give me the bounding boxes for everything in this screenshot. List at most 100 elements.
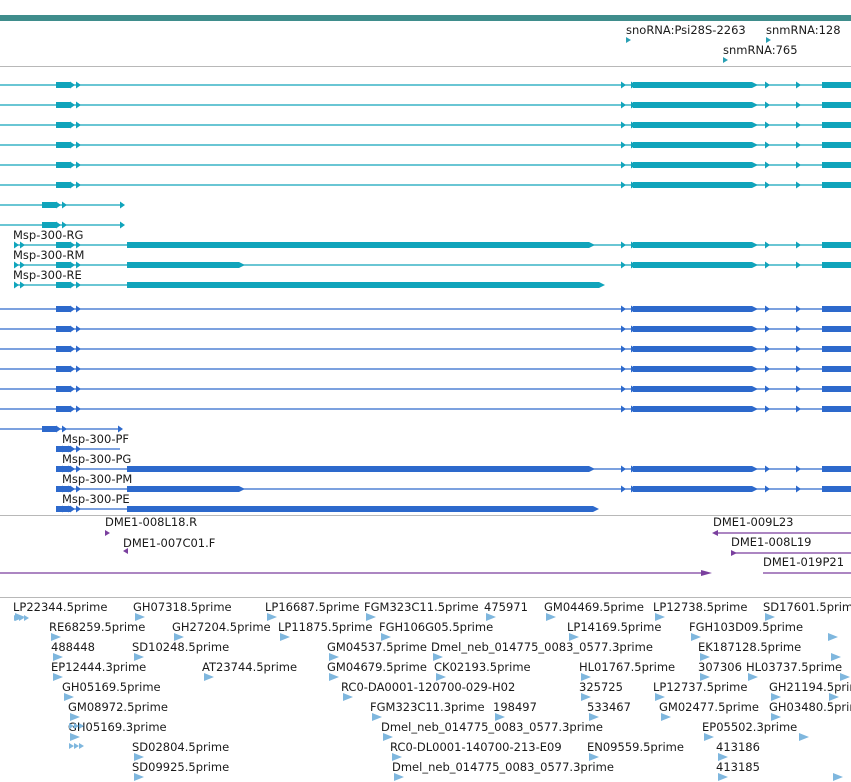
transcript[interactable]	[0, 121, 851, 129]
transcript[interactable]	[0, 81, 851, 89]
exon-arrow	[76, 325, 81, 333]
transcript[interactable]	[0, 201, 125, 209]
transcript[interactable]	[0, 365, 851, 373]
est-feature[interactable]: Dmel_neb_014775_0083_0577.3prime	[392, 760, 614, 781]
est-feature[interactable]: GH27204.5prime	[172, 620, 271, 641]
transcript[interactable]	[0, 161, 851, 169]
est-feature[interactable]: GM04469.5prime	[544, 600, 644, 621]
transcript[interactable]	[0, 305, 851, 313]
est-label: GM08972.5prime	[68, 700, 168, 714]
est-arrow	[661, 713, 671, 721]
est-arrow	[436, 673, 446, 681]
est-feature[interactable]: 533467	[587, 700, 631, 721]
est-feature[interactable]: Dmel_neb_014775_0083_0577.3prime	[431, 640, 653, 661]
transcript[interactable]: Msp-300-RE	[13, 268, 605, 289]
est-feature[interactable]: EP05502.3prime	[702, 720, 797, 741]
transcript[interactable]	[0, 141, 851, 149]
est-feature[interactable]: FGM323C11.5prime	[364, 600, 479, 621]
est-feature[interactable]: GM04679.5prime	[327, 660, 427, 681]
est-feature[interactable]: 413185	[716, 760, 760, 781]
transcript[interactable]	[0, 101, 851, 109]
rna-feature[interactable]: snmRNA:128	[766, 23, 841, 43]
est-feature[interactable]: LP16687.5prime	[265, 600, 359, 621]
est-feature[interactable]: GH05169.3prime	[68, 720, 167, 741]
exon-arrow	[621, 101, 626, 109]
est-feature[interactable]: EP12444.3prime	[51, 660, 146, 681]
est-feature[interactable]: 488448	[51, 640, 95, 661]
clone-feature[interactable]	[0, 570, 712, 576]
est-feature[interactable]: HL01767.5prime	[579, 660, 675, 681]
est-feature[interactable]: FGM323C11.3prime	[370, 700, 485, 721]
est-label: 413185	[716, 760, 760, 774]
est-feature[interactable]: 475971	[484, 600, 528, 621]
est-feature[interactable]: SD10248.5prime	[132, 640, 229, 661]
transcript[interactable]: Msp-300-PG	[56, 452, 851, 473]
transcript[interactable]	[0, 425, 123, 433]
exon-arrow	[796, 81, 801, 89]
transcript[interactable]: Msp-300-PM	[56, 472, 851, 493]
est-feature[interactable]: GM08972.5prime	[68, 700, 168, 721]
exon-arrow	[796, 121, 801, 129]
clone-feature[interactable]: DME1-008L18.R	[105, 515, 197, 536]
transcript[interactable]	[0, 221, 125, 229]
est-feature[interactable]: 198497	[493, 700, 537, 721]
est-arrow	[833, 773, 843, 781]
transcript[interactable]: Msp-300-PE	[56, 492, 599, 513]
transcript[interactable]: Msp-300-PF	[56, 432, 129, 453]
est-label: LP12738.5prime	[653, 600, 747, 614]
transcript[interactable]	[0, 345, 851, 353]
clone-feature[interactable]: DME1-009L23	[712, 515, 851, 536]
est-feature[interactable]: Dmel_neb_014775_0083_0577.3prime	[381, 720, 603, 741]
est-feature[interactable]: FGH103D09.5prime	[689, 620, 803, 641]
est-feature[interactable]: 413186	[716, 740, 760, 761]
est-feature[interactable]: GH05169.5prime	[62, 680, 161, 701]
est-feature[interactable]: LP12738.5prime	[653, 600, 747, 621]
est-feature[interactable]: GH21194.5prime	[769, 680, 851, 701]
exon-arrow	[70, 405, 75, 413]
est-feature[interactable]: GH03480.5prime	[769, 700, 851, 721]
exon-block	[822, 82, 851, 88]
est-feature[interactable]: 325725	[579, 680, 623, 701]
est-feature[interactable]: RC0-DA0001-120700-029-H02	[341, 680, 515, 701]
transcript[interactable]	[0, 325, 851, 333]
est-feature[interactable]: SD09925.5prime	[132, 760, 229, 781]
est-feature[interactable]: HL03737.5prime	[746, 660, 842, 681]
est-arrow	[267, 613, 277, 621]
est-feature[interactable]: GH07318.5prime	[133, 600, 232, 621]
est-feature[interactable]: GM04537.5prime	[327, 640, 427, 661]
rna-feature[interactable]: snoRNA:Psi28S-2263	[626, 23, 746, 43]
rna-feature[interactable]: snmRNA:765	[723, 43, 798, 63]
clone-track: DME1-008L18.R DME1-007C01.F DME1-009L23 DME…	[0, 515, 851, 576]
est-feature[interactable]: LP14169.5prime	[567, 620, 661, 641]
exon-block	[633, 82, 758, 88]
est-feature[interactable]: FGH106G05.5prime	[379, 620, 493, 641]
rna-feature-label: snmRNA:765	[723, 43, 798, 57]
est-feature[interactable]: GM02477.5prime	[659, 700, 759, 721]
clone-feature[interactable]: DME1-019P21	[763, 555, 851, 574]
transcript[interactable]: Msp-300-RM	[13, 248, 851, 269]
est-feature[interactable]: LP12737.5prime	[653, 680, 747, 701]
est-label: GM04679.5prime	[327, 660, 427, 674]
chromosome-overview-bar[interactable]	[0, 15, 851, 21]
exon-block	[127, 242, 595, 248]
est-label: FGH103D09.5prime	[689, 620, 803, 634]
est-feature[interactable]: LP11875.5prime	[278, 620, 372, 641]
est-feature[interactable]: SD17601.5prime	[763, 600, 851, 621]
est-feature[interactable]: CK02193.5prime	[434, 660, 531, 681]
est-feature[interactable]: 307306	[698, 660, 742, 681]
clone-feature[interactable]: DME1-007C01.F	[123, 536, 215, 554]
est-feature[interactable]: RE68259.5prime	[49, 620, 145, 641]
est-feature[interactable]: EN09559.5prime	[587, 740, 684, 761]
est-feature[interactable]: AT23744.5prime	[202, 660, 297, 681]
transcript[interactable]: Msp-300-RG	[13, 228, 851, 249]
transcript[interactable]	[0, 181, 851, 189]
exon-arrow	[76, 241, 81, 249]
clone-feature[interactable]: DME1-008L19	[731, 535, 851, 556]
est-feature[interactable]: SD02804.5prime	[132, 740, 229, 761]
est-arrow	[74, 743, 79, 749]
est-feature[interactable]: RC0-DL0001-140700-213-E09	[390, 740, 562, 761]
transcript[interactable]	[0, 405, 851, 413]
transcript[interactable]	[0, 385, 851, 393]
exon-arrow	[62, 465, 67, 473]
est-feature[interactable]: EK187128.5prime	[698, 640, 801, 661]
